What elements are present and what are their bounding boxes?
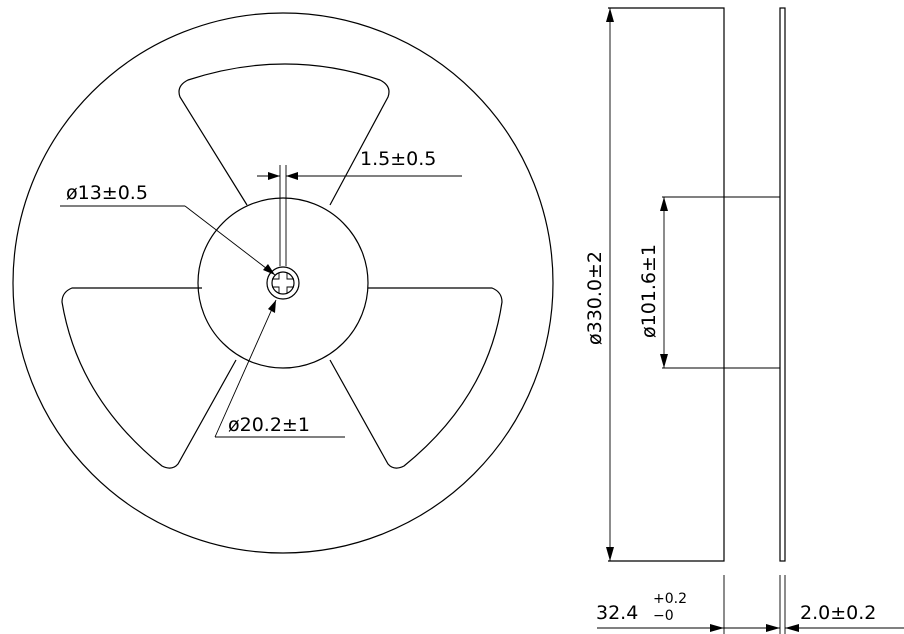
reel-width-label: 32.4	[596, 602, 638, 624]
drive-hole-dimension: ø20.2±1	[214, 299, 345, 438]
reel-window-left	[61, 287, 237, 469]
reel-width-tol-minus: −0	[653, 608, 674, 624]
drive-hole-label: ø20.2±1	[228, 414, 310, 436]
reel-diameter-label: ø330.0±2	[584, 251, 606, 345]
reel-window-top	[178, 63, 390, 206]
flange-thickness-label: 2.0±0.2	[800, 602, 876, 624]
slot-width-label: 1.5±0.5	[360, 148, 436, 170]
front-view	[12, 12, 554, 554]
reel-outer-flange	[12, 12, 554, 554]
reel-side-rear-flange	[779, 7, 786, 562]
hub-diameter-label: ø101.6±1	[638, 244, 660, 338]
reel-diameter-dimension: ø330.0±2	[584, 8, 614, 561]
arbor-hole	[271, 271, 295, 295]
drive-hole-keyways	[272, 273, 294, 293]
side-view	[608, 7, 786, 562]
reel-width-dimension: 32.4 +0.2 −0	[596, 575, 786, 634]
reel-window-right	[329, 287, 503, 469]
hub-diameter-dimension: ø101.6±1	[638, 197, 668, 368]
reel-side-flange	[608, 7, 725, 562]
drive-hole	[266, 266, 300, 300]
arbor-hole-label: ø13±0.5	[66, 182, 148, 204]
reel-width-tol-plus: +0.2	[653, 591, 687, 607]
arbor-hole-dimension: ø13±0.5	[60, 182, 276, 276]
reel-hub	[197, 197, 369, 369]
flange-thickness-dimension: 2.0±0.2	[785, 602, 904, 632]
slot-width-dimension: 1.5±0.5	[257, 148, 462, 197]
